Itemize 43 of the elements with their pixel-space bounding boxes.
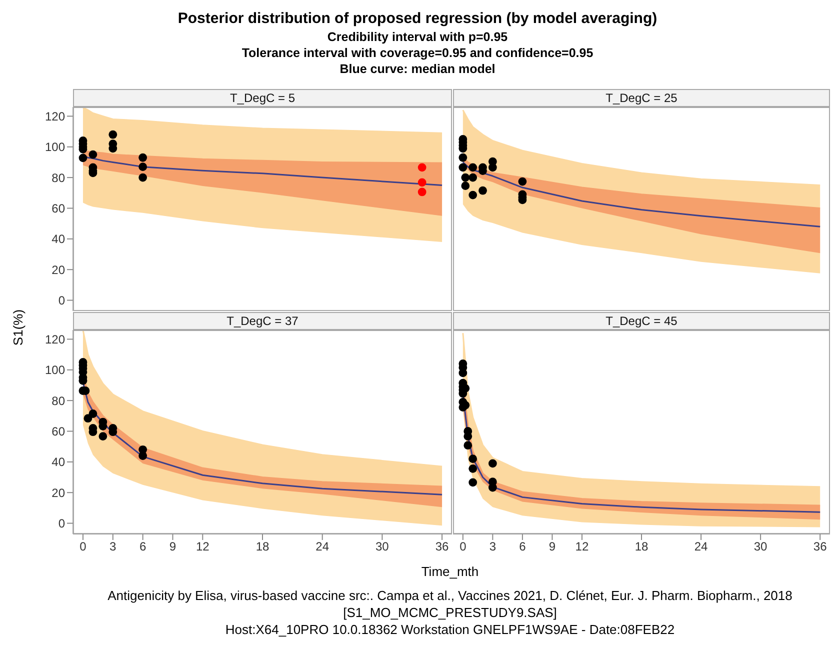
x-tick-label: 30: [754, 540, 768, 554]
text: Antigenicity by Elisa, virus-based vaccine src:. Campa et al., Vaccines 2021, D. Clénet, Eur. J. Pharm. Biopharm., 2018: [106, 588, 794, 603]
y-tick-label: 120: [44, 332, 66, 346]
y-tick-label: 100: [44, 140, 66, 154]
y-tick-label: 60: [52, 424, 66, 438]
x-tick-label: 24: [316, 540, 330, 554]
y-tick-label: 0: [58, 294, 66, 308]
x-tick-label: 12: [196, 540, 210, 554]
y-tick-label: 80: [52, 170, 66, 185]
x-tick-label: 9: [548, 540, 556, 554]
y-tick-label: 60: [52, 201, 66, 216]
x-tick-label: 6: [519, 540, 526, 554]
x-tick-label: 36: [813, 540, 828, 554]
chart-title: T_DegC = 37: [73, 312, 452, 330]
y-tick-label: 40: [52, 232, 66, 246]
y-tick-label: 80: [52, 394, 66, 408]
chart-title: T_DegC = 25: [453, 89, 830, 107]
y-tick-label: 20: [52, 262, 66, 277]
x-tick-label: 0: [460, 540, 467, 554]
x-tick-label: 6: [139, 540, 146, 554]
x-tick-label: 36: [435, 540, 450, 554]
x-tick-label: 0: [80, 540, 87, 554]
x-tick-label: 3: [110, 540, 117, 554]
y-tick-label: 0: [58, 516, 66, 531]
text: Host:X64_10PRO 10.0.18362 Workstation GNELPF1WS9AE - Date:08FEB22: [224, 622, 676, 637]
text: S1(%): [10, 308, 26, 348]
x-tick-label: 30: [376, 540, 390, 554]
x-tick-label: 18: [634, 540, 648, 554]
x-tick-label: 24: [694, 540, 708, 554]
x-tick-label: 12: [575, 540, 589, 554]
y-tick-label: 20: [52, 486, 66, 500]
chart-title: T_DegC = 5: [73, 89, 452, 107]
text: Credibility interval with p=0.95 Tolerance interval with coverage=0.95 and confidence=0.95 Blue curve: median model: [240, 30, 594, 76]
x-tick-label: 18: [256, 540, 270, 554]
x-tick-label: 3: [489, 540, 496, 554]
y-tick-label: 40: [52, 455, 66, 470]
text: Time_mth: [420, 564, 480, 579]
text: [S1_MO_MCMC_PRESTUDY9.SAS]: [342, 605, 558, 620]
chart-title: T_DegC = 45: [453, 312, 830, 330]
text: Posterior distribution of proposed regression (by model averaging): [176, 10, 658, 27]
y-tick-label: 100: [44, 363, 66, 378]
x-tick-label: 9: [169, 540, 176, 554]
y-tick-label: 120: [44, 109, 66, 124]
